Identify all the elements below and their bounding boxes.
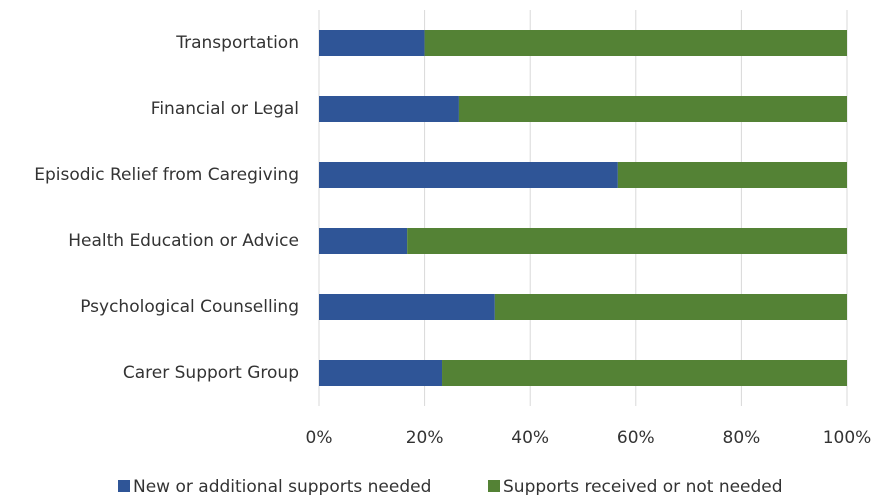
bar-segment (319, 30, 425, 56)
x-tick-label: 80% (723, 428, 761, 448)
legend-label: New or additional supports needed (133, 477, 431, 495)
bar-segment (494, 294, 847, 320)
y-tick-label: Health Education or Advice (68, 231, 299, 251)
x-tick-label: 0% (306, 428, 333, 448)
y-tick-label: Financial or Legal (151, 99, 299, 119)
bar-segment (424, 30, 847, 56)
legend-swatch (488, 480, 500, 492)
y-tick-label: Episodic Relief from Caregiving (34, 165, 299, 185)
y-tick-label: Psychological Counselling (80, 297, 299, 317)
bar-segment (319, 96, 459, 122)
bar-segment (319, 162, 618, 188)
x-tick-label: 20% (406, 428, 444, 448)
y-tick-label: Carer Support Group (123, 363, 299, 383)
bar-segment (442, 360, 847, 386)
legend-label: Supports received or not needed (503, 477, 783, 495)
x-tick-label: 100% (823, 428, 872, 448)
bar-segment (458, 96, 847, 122)
bar-segment (319, 294, 495, 320)
bar-segment (319, 360, 443, 386)
legend-swatch (118, 480, 130, 492)
bar-segment (407, 228, 847, 254)
x-tick-label: 40% (511, 428, 549, 448)
x-tick-label: 60% (617, 428, 655, 448)
y-tick-label: Transportation (175, 33, 299, 53)
bar-segment (319, 228, 408, 254)
bar-segment (617, 162, 847, 188)
